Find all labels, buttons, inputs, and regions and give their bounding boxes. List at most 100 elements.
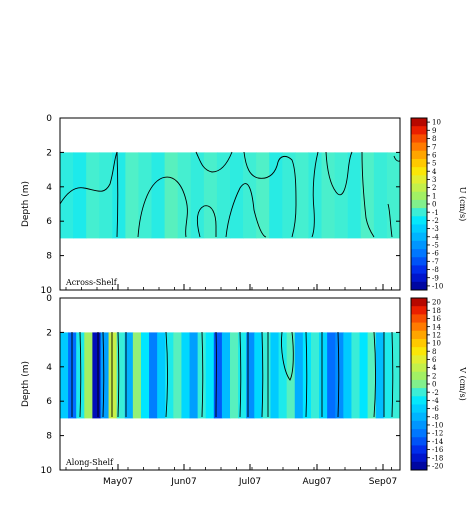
colorbar-tick-label: -4 [432,397,439,405]
colorbar-swatch [411,437,427,446]
heatmap-cell [348,152,362,238]
heatmap-cell [254,332,263,418]
x-tick-label: Sep07 [369,477,397,487]
colorbar-label-u: U (cm/s) [458,187,467,221]
colorbar-v: 20181614121086420-2-4-6-8-10-12-14-16-18… [411,298,444,471]
colorbar-swatch [411,118,427,127]
y-tick-label: 2 [46,328,52,338]
heatmap-cell [387,152,401,238]
heatmap-cell [157,332,166,418]
heatmap-cell [361,152,375,238]
heatmap-cell [287,332,296,418]
y-tick-label: 0 [46,114,52,124]
heatmap-cell [109,332,118,418]
colorbar-tick-label: 5 [432,160,436,168]
heatmap-cell [322,152,336,238]
y-tick-label: 6 [46,397,52,407]
colorbar-swatch [411,454,427,463]
x-tick-label: Jul07 [238,477,261,487]
heatmap-cell [181,332,190,418]
heatmap-cell [262,332,271,418]
y-axis-label: Depth (m) [21,361,31,407]
y-tick-label: 8 [46,432,52,442]
colorbar-swatch [411,192,427,201]
colorbar-tick-label: -6 [432,405,439,413]
heatmap-cell [149,332,158,418]
colorbar-swatch [411,265,427,274]
heatmap-cell [165,152,179,238]
colorbar-swatch [411,323,427,332]
colorbar-swatch [411,372,427,381]
heatmap-cell [214,332,223,418]
heatmap-cell [351,332,360,418]
colorbar-tick-label: 20 [432,299,441,307]
colorbar-tick-label: 6 [432,151,437,159]
colorbar-swatch [411,175,427,184]
colorbar-swatch [411,396,427,405]
heatmap-cell [295,332,304,418]
colorbar-tick-label: 1 [432,192,436,200]
y-tick-label: 2 [46,148,52,158]
colorbar-tick-label: 3 [432,176,436,184]
colorbar-swatch [411,184,427,193]
x-tick-label: May07 [103,477,133,487]
colorbar-swatch [411,167,427,176]
colorbar-tick-label: 18 [432,307,441,315]
colorbar-swatch [411,126,427,135]
colorbar-tick-label: -7 [432,258,439,266]
colorbar-tick-label: -8 [432,266,439,274]
colorbar-tick-label: 2 [432,184,436,192]
heatmap-cell [311,332,320,418]
colorbar-swatch [411,421,427,430]
colorbar-tick-label: 14 [432,323,441,331]
colorbar-tick-label: -9 [432,274,439,282]
heatmap-cell [138,152,152,238]
colorbar-label-v: V (cm/s) [458,366,467,400]
colorbar-tick-label: -2 [432,217,439,225]
colorbar-tick-label: -2 [432,389,439,397]
colorbar-swatch [411,355,427,364]
heatmap-cell [376,332,385,418]
colorbar-swatch [411,282,427,291]
heatmap-cell [246,332,255,418]
colorbar-tick-label: 7 [432,143,436,151]
heatmap-cell [335,152,349,238]
colorbar-swatch [411,429,427,438]
colorbar-tick-label: -16 [432,446,444,454]
y-tick-label: 0 [46,294,52,304]
colorbar-swatch [411,159,427,168]
heatmap-cell [217,152,231,238]
colorbar-tick-label: 0 [432,201,436,209]
colorbar-tick-label: -3 [432,225,439,233]
colorbar-swatch [411,404,427,413]
colorbar-tick-label: -4 [432,233,439,241]
colorbar-tick-label: 10 [432,340,441,348]
colorbar-swatch [411,274,427,283]
colorbar-tick-label: 4 [432,364,437,372]
heatmap-cell [384,332,393,418]
heatmap-cell [125,152,139,238]
heatmap-cell [60,332,69,418]
colorbar-swatch [411,249,427,258]
colorbar-swatch [411,347,427,356]
heatmap-cell [343,332,352,418]
colorbar-swatch [411,134,427,143]
colorbar-swatch [411,331,427,340]
colorbar-tick-label: -5 [432,242,439,250]
heatmap-cell [222,332,231,418]
colorbar-tick-label: -1 [432,209,439,217]
colorbar-swatch [411,306,427,315]
colorbar-tick-label: -10 [432,283,443,291]
colorbar-tick-label: 9 [432,127,436,135]
panel-label: Across-Shelf [65,278,118,287]
heatmap-cell [243,152,257,238]
colorbar-swatch [411,413,427,422]
heatmap-cell [206,332,215,418]
y-tick-label: 10 [41,466,53,476]
heatmap-cell [86,152,100,238]
colorbar-swatch [411,364,427,373]
